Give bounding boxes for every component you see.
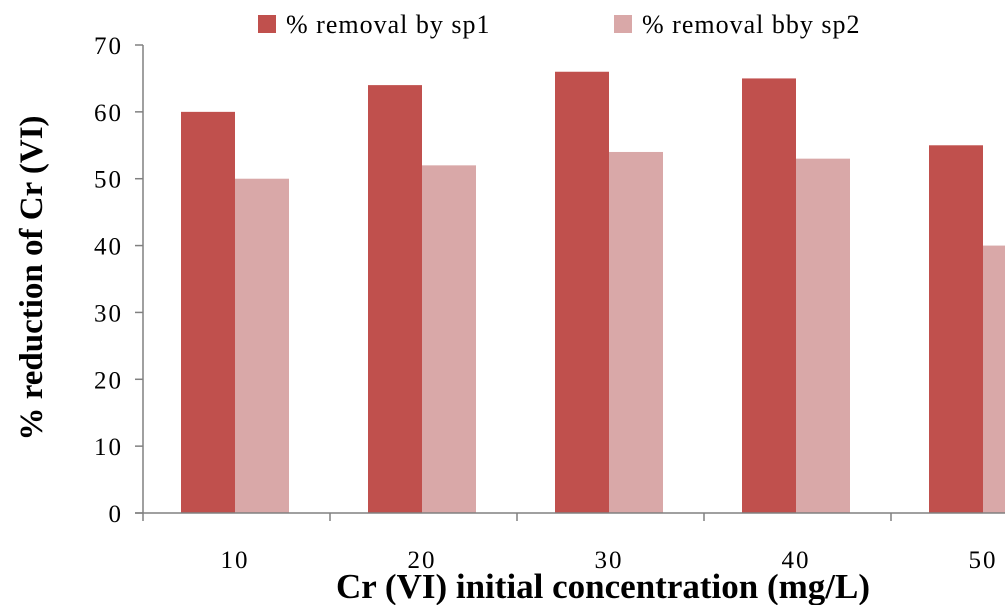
y-tick-label: 40	[94, 234, 123, 261]
y-axis-title: % reduction of Cr (VI)	[14, 115, 50, 440]
bar-sp1	[929, 145, 983, 514]
bar-sp2	[983, 245, 1005, 514]
bar-sp1	[368, 85, 422, 513]
bar-sp2	[235, 178, 289, 513]
axes-group	[135, 45, 1005, 514]
legend-label-sp2: % removal bby sp2	[642, 10, 860, 39]
x-axis-title: Cr (VI) initial concentration (mg/L)	[336, 567, 870, 605]
legend-label-sp1: % removal by sp1	[286, 10, 490, 39]
legend-swatch-sp1	[258, 15, 276, 33]
bar-sp2	[422, 165, 476, 514]
x-tick-label: 40	[782, 547, 811, 574]
x-tick-label: 50	[969, 547, 998, 574]
x-ticks-group: 10 20 30 40 50	[142, 513, 998, 574]
x-tick-label: 20	[408, 547, 437, 574]
y-tick-label: 30	[94, 300, 123, 327]
y-tick-label: 60	[94, 100, 123, 127]
y-tick-label: 0	[109, 501, 124, 528]
legend-swatch-sp2	[614, 15, 632, 33]
legend: % removal by sp1 % removal bby sp2	[258, 10, 860, 39]
y-tick-label: 70	[94, 33, 123, 60]
y-tick-label: 50	[94, 167, 123, 194]
bar-sp1	[181, 111, 235, 513]
bar-sp1	[555, 71, 609, 513]
bar-sp2	[609, 151, 663, 513]
y-ticks-group: 0 10 20 30 40 50 60 70	[94, 33, 143, 528]
y-tick-label: 20	[94, 367, 123, 394]
bar-sp1	[742, 78, 796, 513]
y-tick-label: 10	[94, 434, 123, 461]
x-tick-label: 10	[221, 547, 250, 574]
bar-sp2	[796, 158, 850, 513]
x-tick-label: 30	[595, 547, 624, 574]
bars-group	[181, 71, 1005, 514]
